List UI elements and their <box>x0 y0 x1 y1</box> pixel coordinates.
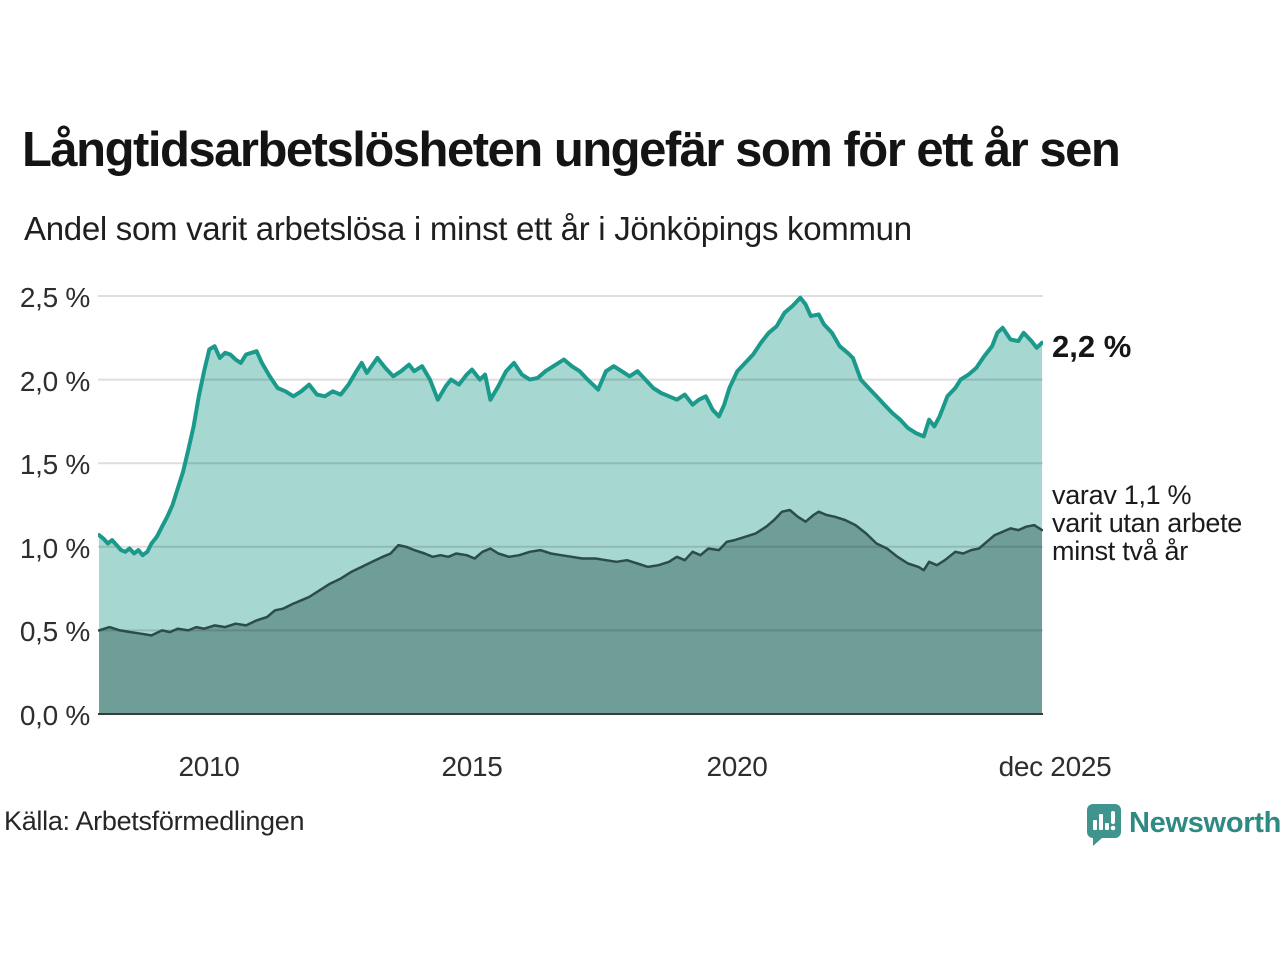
annotation-line: varav 1,1 % <box>1052 480 1192 510</box>
x-tick-label: 2015 <box>441 751 503 782</box>
y-tick-label: 0,5 % <box>19 616 90 647</box>
newsworthy-logo: Newsworthy <box>1086 803 1280 847</box>
area-chart <box>98 295 1043 715</box>
x-tick-label: 2010 <box>178 751 240 782</box>
chart-subtitle: Andel som varit arbetslösa i minst ett å… <box>24 210 912 247</box>
y-tick-label: 2,0 % <box>19 366 90 397</box>
x-tick-label: dec 2025 <box>998 751 1112 782</box>
newsworthy-bubble-icon <box>1087 804 1121 846</box>
page-title: Långtidsarbetslösheten ungefär som för e… <box>22 123 1121 177</box>
y-tick-label: 1,0 % <box>19 533 90 564</box>
series-2-area <box>99 510 1042 714</box>
y-tick-label: 1,5 % <box>19 449 90 480</box>
source-credit: Källa: Arbetsförmedlingen <box>4 806 305 836</box>
series-2-line <box>98 508 1043 637</box>
annotation-line: minst två år <box>1052 536 1188 566</box>
x-tick-label: 2020 <box>706 751 768 782</box>
newsworthy-wordmark: Newsworthy <box>1129 807 1280 839</box>
series-secondary-end-label: varav 1,1 % varit utan arbete minst två … <box>1052 481 1242 565</box>
y-tick-label: 2,5 % <box>19 282 90 313</box>
series-total-end-value: 2,2 % <box>1052 329 1132 364</box>
series-1-line <box>98 295 1043 558</box>
annotation-line: varit utan arbete <box>1052 508 1243 538</box>
y-tick-label: 0,0 % <box>19 700 90 731</box>
